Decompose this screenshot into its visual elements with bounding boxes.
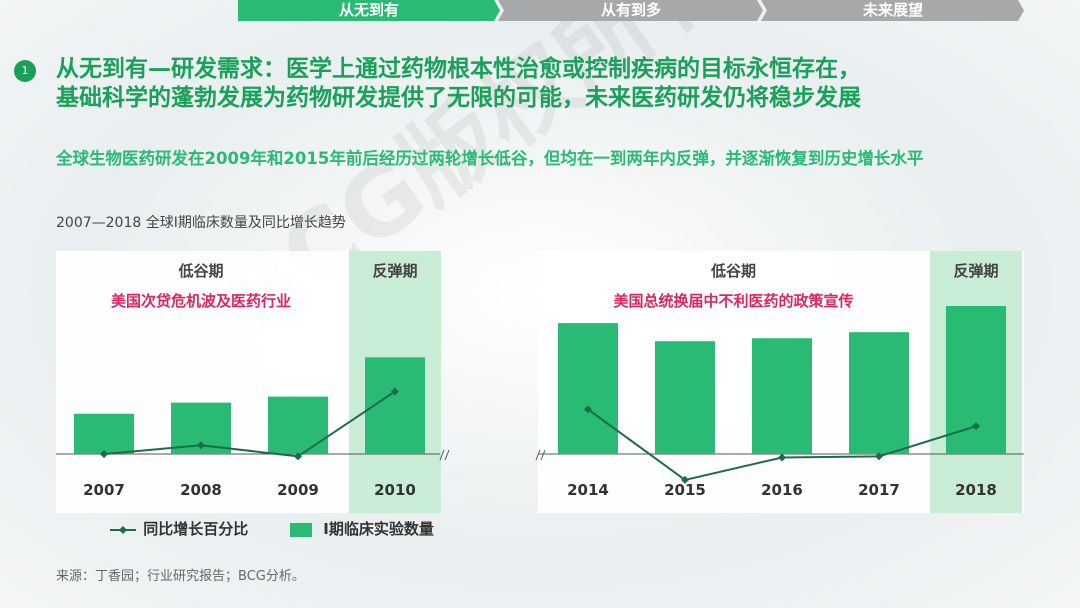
key-takeaway: 全球生物医药研发在2009年和2015年前后经历过两轮增长低谷，但均在一到两年内… [56,149,924,168]
x-tick-label: 2016 [761,481,803,499]
bar-2015 [655,341,715,454]
x-tick-label: 2015 [664,481,706,499]
x-tick-label: 2010 [374,481,416,499]
growth-point-2015 [681,475,689,484]
top-nav-tabs: 从无到有 从有到多 未来展望 [238,0,1024,22]
legend-label-growth: 同比增长百分比 [143,520,249,538]
x-tick-label: 2014 [567,481,609,499]
group-label: 反弹期 [953,262,998,280]
bar-2014 [558,323,618,454]
group-label: 反弹期 [372,262,417,280]
tab-future-outlook[interactable]: 未来展望 [862,1,923,19]
growth-point-2008 [197,441,205,450]
growth-point-2007 [100,450,108,459]
tab-shapes [238,0,1024,21]
bar-2017 [849,332,909,454]
growth-point-2014 [584,405,592,414]
tab-bg-middle [498,0,763,21]
tab-bg-last [761,0,1024,21]
source-note: 来源：丁香园；行业研究报告；BCG分析。 [56,569,305,584]
headline-line-1: 从无到有—研发需求：医学上通过药物根本性治愈或控制疾病的目标永恒存在， [56,56,861,82]
legend-label-bars: I期临床实验数量 [323,520,434,538]
group-note: 美国次贷危机波及医药行业 [111,292,291,310]
growth-line-0 [103,390,396,458]
x-tick-label: 2018 [955,481,997,499]
growth-point-2018 [972,422,980,431]
page-headline: 从无到有—研发需求：医学上通过药物根本性治愈或控制疾病的目标永恒存在， 基础科学… [56,55,1056,113]
x-tick-label: 2008 [180,481,222,499]
x-tick-label: 2017 [858,481,900,499]
tab-from-zero[interactable]: 从无到有 [338,1,399,19]
axis-break-mark-1 [535,449,546,461]
bar-2016 [752,338,812,454]
headline-line-2: 基础科学的蓬勃发展为药物研发提供了无限的可能，未来医药研发仍将稳步发展 [56,85,861,111]
group-note: 美国总统换届中不利医药的政策宣传 [613,292,853,310]
legend-item-bars: I期临床实验数量 [290,517,434,541]
legend-bar-swatch-icon [290,522,312,537]
growth-point-2017 [875,452,883,461]
group-label: 低谷期 [177,262,223,280]
tab-from-few-to-many[interactable]: 从有到多 [600,1,661,19]
legend-line-marker-icon [110,525,136,534]
x-tick-label: 2007 [83,481,125,499]
group-label: 低谷期 [710,262,756,280]
growth-point-2009 [294,452,302,461]
section-number-badge: 1 [14,60,36,82]
x-tick-label: 2009 [277,481,319,499]
chart-title: 2007—2018 全球I期临床数量及同比增长趋势 [56,215,346,231]
tab-bg-active [238,0,500,21]
bar-2009 [268,396,328,454]
growth-point-2016 [778,453,786,462]
growth-point-2010 [391,387,399,396]
axis-break-mark-0 [439,449,450,461]
legend-item-growth: 同比增长百分比 [108,517,248,542]
bar-2007 [74,413,134,454]
